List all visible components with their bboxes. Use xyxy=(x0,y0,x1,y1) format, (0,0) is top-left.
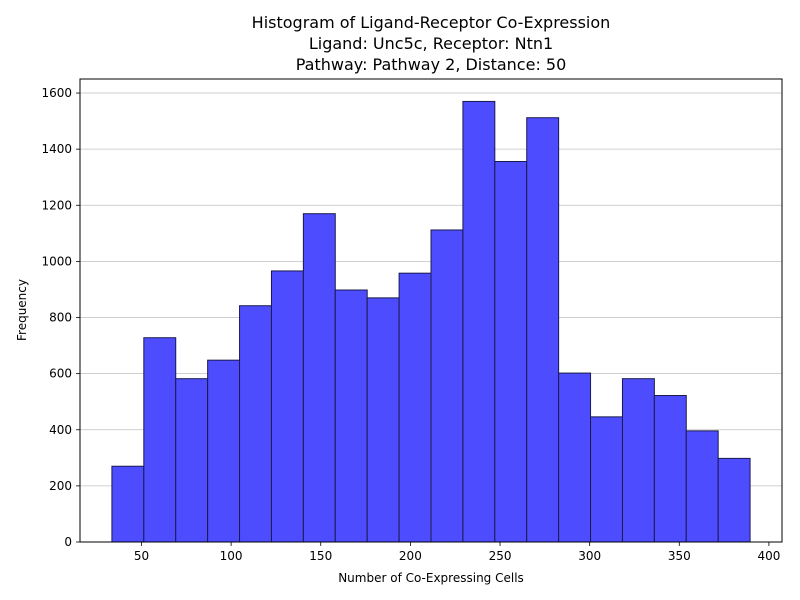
y-tick-label-200: 200 xyxy=(49,479,72,493)
histogram-bar-17 xyxy=(621,378,655,543)
chart-title-line-3: Pathway: Pathway 2, Distance: 50 xyxy=(296,55,567,74)
plot-frame xyxy=(79,78,783,543)
histogram-bar-19 xyxy=(685,430,719,543)
y-tick-label-1200: 1200 xyxy=(41,198,72,212)
histogram-bar-16 xyxy=(590,416,623,543)
x-axis-label: Number of Co-Expressing Cells xyxy=(338,571,524,585)
x-tick-label-400: 400 xyxy=(757,549,780,563)
x-tick-label-150: 150 xyxy=(309,549,332,563)
histogram-bars xyxy=(111,100,751,543)
histogram-bar-9 xyxy=(366,297,400,543)
histogram-bar-13 xyxy=(494,160,528,543)
histogram-bar-5 xyxy=(239,305,272,543)
histogram-bar-10 xyxy=(398,272,432,543)
histogram-bar-20 xyxy=(717,457,751,543)
histogram-bar-18 xyxy=(653,395,687,543)
y-axis-label: Frequency xyxy=(15,279,29,341)
x-tick-label-250: 250 xyxy=(489,549,512,563)
histogram-bar-2 xyxy=(143,337,177,543)
x-tick-label-350: 350 xyxy=(668,549,691,563)
y-tick-label-800: 800 xyxy=(49,311,72,325)
histogram-bar-4 xyxy=(207,359,241,543)
y-tick-label-0: 0 xyxy=(64,535,72,549)
histogram-bar-7 xyxy=(302,213,336,543)
histogram-bar-11 xyxy=(430,229,464,543)
y-tick-label-1000: 1000 xyxy=(41,254,72,268)
histogram-bar-14 xyxy=(526,117,560,543)
y-tick-label-600: 600 xyxy=(49,367,72,381)
x-tick-label-300: 300 xyxy=(578,549,601,563)
y-axis-ticks: 0 200 400 600 800 1000 1200 1400 1600 xyxy=(41,86,80,549)
histogram-bar-15 xyxy=(558,372,592,543)
histogram-bar-6 xyxy=(270,270,304,543)
y-tick-label-1400: 1400 xyxy=(41,142,72,156)
histogram-bar-1 xyxy=(111,465,145,543)
chart-title: Histogram of Ligand-Receptor Co-Expressi… xyxy=(252,13,611,74)
x-tick-label-50: 50 xyxy=(134,549,149,563)
chart-title-line-2: Ligand: Unc5c, Receptor: Ntn1 xyxy=(309,34,553,53)
x-tick-label-200: 200 xyxy=(399,549,422,563)
x-axis-ticks: 50 100 150 200 250 300 350 400 xyxy=(134,542,780,563)
y-tick-label-400: 400 xyxy=(49,423,72,437)
x-tick-label-100: 100 xyxy=(220,549,243,563)
histogram-bar-3 xyxy=(175,378,209,543)
y-tick-label-1600: 1600 xyxy=(41,86,72,100)
chart-title-line-1: Histogram of Ligand-Receptor Co-Expressi… xyxy=(252,13,611,32)
histogram-bar-8 xyxy=(334,289,368,543)
histogram-bar-12 xyxy=(462,100,496,543)
